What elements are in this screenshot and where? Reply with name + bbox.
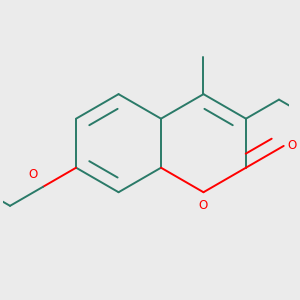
Text: O: O (28, 168, 38, 181)
Text: O: O (199, 199, 208, 212)
Text: O: O (288, 140, 297, 152)
